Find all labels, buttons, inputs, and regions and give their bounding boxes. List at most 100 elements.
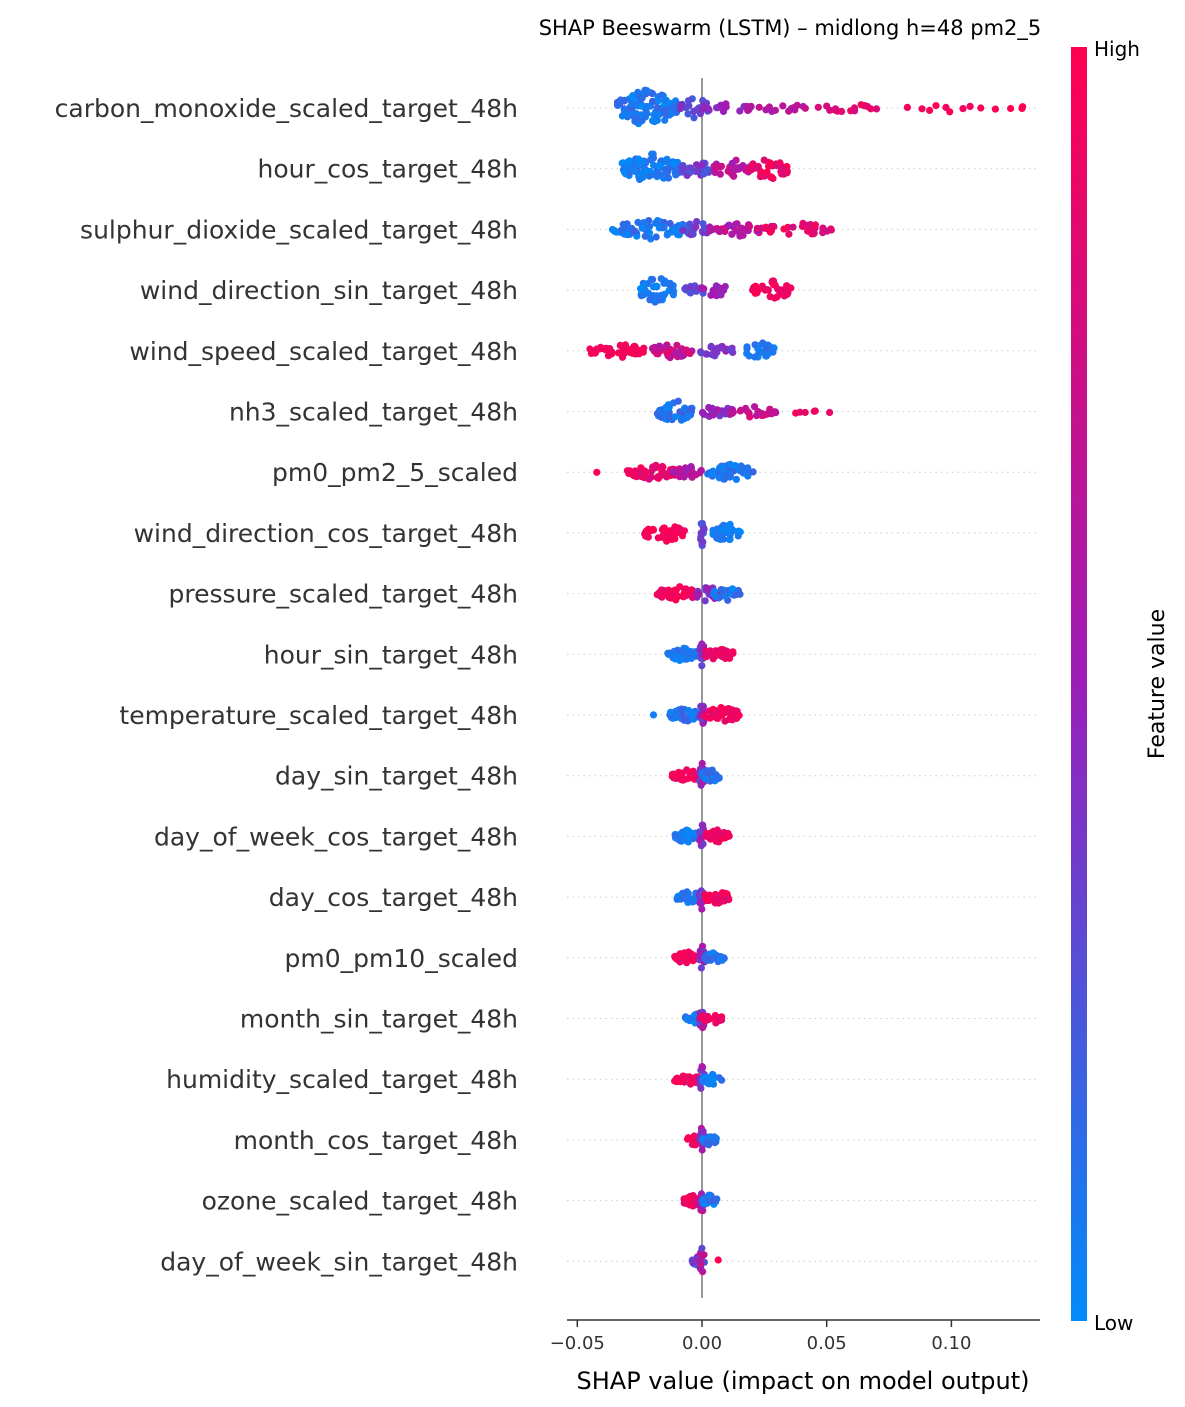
- shap-point: [789, 104, 798, 112]
- shap-point: [617, 96, 625, 104]
- shap-point: [696, 1256, 704, 1264]
- shap-point: [757, 409, 765, 417]
- shap-point: [685, 102, 693, 110]
- shap-point: [680, 527, 689, 535]
- shap-point: [799, 219, 807, 227]
- shap-point: [783, 287, 791, 296]
- shap-point: [687, 587, 695, 595]
- x-tick-label: 0.05: [807, 1333, 847, 1354]
- shap-point: [690, 107, 698, 115]
- shap-point: [758, 348, 766, 356]
- shap-point: [697, 535, 705, 543]
- shap-point: [739, 231, 747, 239]
- shap-point: [729, 408, 737, 416]
- shap-point: [641, 86, 649, 94]
- shap-point: [688, 1079, 696, 1087]
- shap-point: [702, 895, 710, 903]
- shap-point: [716, 170, 724, 178]
- shap-point: [729, 648, 737, 656]
- shap-point: [687, 289, 695, 297]
- shap-point: [679, 593, 688, 601]
- shap-point: [617, 226, 625, 235]
- shap-point: [715, 464, 724, 472]
- shap-point: [631, 227, 639, 235]
- shap-point: [698, 105, 707, 113]
- feature-label: pm0_pm10_scaled: [285, 944, 518, 973]
- feature-label: nh3_scaled_target_48h: [229, 398, 518, 427]
- shap-point: [691, 1011, 699, 1019]
- shap-point: [645, 475, 653, 483]
- shap-point: [725, 705, 733, 713]
- shap-point: [672, 596, 680, 604]
- shap-point: [689, 1258, 697, 1267]
- shap-point: [679, 711, 687, 719]
- shap-point: [671, 651, 679, 659]
- colorbar: [1071, 47, 1087, 1321]
- feature-label: day_of_week_sin_target_48h: [160, 1247, 518, 1276]
- x-axis-title: SHAP value (impact on model output): [577, 1367, 1030, 1395]
- shap-point: [699, 821, 707, 829]
- shap-point: [728, 159, 736, 167]
- shap-point: [673, 341, 681, 349]
- chart-title: SHAP Beeswarm (LSTM) – midlong h=48 pm2_…: [539, 16, 1042, 41]
- shap-point: [692, 471, 700, 479]
- shap-point: [705, 1191, 713, 1199]
- shap-point: [678, 655, 686, 663]
- shap-point: [714, 1256, 722, 1264]
- shap-point: [745, 222, 754, 230]
- shap-point: [637, 292, 646, 300]
- shap-point: [659, 587, 667, 595]
- shap-point: [684, 717, 692, 725]
- shap-point: [645, 172, 653, 180]
- shap-point: [736, 528, 744, 536]
- shap-point: [768, 173, 776, 181]
- shap-point: [730, 172, 738, 180]
- shap-point: [708, 470, 716, 478]
- shap-point: [681, 830, 690, 838]
- shap-point: [652, 171, 660, 179]
- shap-point: [729, 714, 737, 722]
- shap-point: [683, 1073, 691, 1081]
- shap-point: [699, 840, 707, 848]
- shap-point: [679, 889, 688, 897]
- shap-point: [766, 405, 774, 413]
- feature-label: temperature_scaled_target_48h: [119, 701, 518, 730]
- shap-point: [700, 1078, 708, 1086]
- feature-labels: carbon_monoxide_scaled_target_48h hour_co…: [55, 94, 518, 1276]
- shap-point: [718, 829, 726, 837]
- shap-point: [926, 106, 934, 114]
- shap-point: [709, 1071, 717, 1079]
- shap-point: [700, 1251, 708, 1259]
- shap-point: [697, 964, 706, 972]
- shap-point: [686, 220, 694, 228]
- shap-point: [810, 230, 818, 238]
- feature-label: hour_cos_target_48h: [258, 155, 519, 184]
- shap-point: [698, 1196, 707, 1204]
- shap-point: [801, 408, 809, 417]
- shap-point: [679, 226, 687, 234]
- shap-point: [751, 353, 759, 361]
- shap-point: [636, 469, 644, 477]
- shap-point: [642, 468, 650, 476]
- shap-point: [811, 221, 820, 229]
- shap-point: [726, 473, 734, 481]
- shap-point: [918, 105, 926, 113]
- shap-point: [623, 221, 631, 229]
- shap-point: [932, 102, 940, 110]
- shap-point: [735, 465, 743, 473]
- shap-point: [713, 406, 721, 414]
- shap-point: [785, 230, 793, 238]
- shap-point: [740, 468, 748, 476]
- shap-point: [686, 284, 695, 292]
- shap-point: [700, 285, 708, 293]
- shap-point: [697, 1084, 705, 1092]
- feature-label: month_cos_target_48h: [234, 1126, 518, 1155]
- shap-point: [701, 1017, 709, 1025]
- shap-point: [641, 232, 649, 240]
- shap-point: [669, 772, 677, 780]
- shap-point: [593, 468, 601, 476]
- feature-label: day_of_week_cos_target_48h: [154, 822, 518, 851]
- shap-point: [651, 345, 659, 353]
- shap-point: [656, 406, 664, 414]
- feature-label: wind_direction_sin_target_48h: [140, 276, 518, 305]
